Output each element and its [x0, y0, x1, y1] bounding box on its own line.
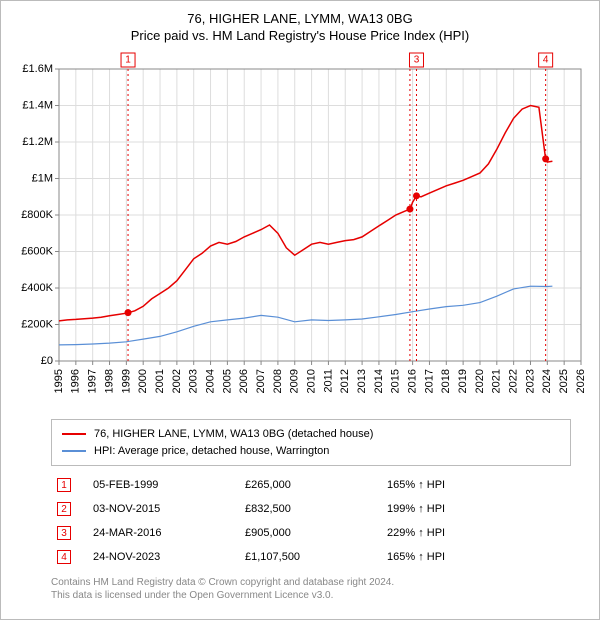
- svg-text:2023: 2023: [524, 369, 536, 393]
- svg-text:2001: 2001: [154, 369, 166, 393]
- svg-text:£1.4M: £1.4M: [22, 99, 53, 111]
- sale-pct: 165% ↑ HPI: [383, 474, 569, 496]
- svg-text:2025: 2025: [558, 369, 570, 393]
- sales-row-2: 2 03-NOV-2015£832,500199% ↑ HPI: [53, 498, 569, 520]
- svg-text:2007: 2007: [255, 369, 267, 393]
- svg-text:2019: 2019: [457, 369, 469, 393]
- svg-text:2012: 2012: [339, 369, 351, 393]
- footer-line-1: Contains HM Land Registry data © Crown c…: [51, 576, 571, 589]
- sale-price: £832,500: [241, 498, 381, 520]
- footer-note: Contains HM Land Registry data © Crown c…: [51, 576, 571, 602]
- sales-table: 105-FEB-1999£265,000165% ↑ HPI203-NOV-20…: [51, 472, 571, 570]
- svg-text:£1.6M: £1.6M: [22, 63, 53, 75]
- svg-text:£0: £0: [41, 355, 53, 367]
- svg-text:2009: 2009: [289, 369, 301, 393]
- svg-text:2018: 2018: [440, 369, 452, 393]
- sale-price: £905,000: [241, 522, 381, 544]
- svg-text:1998: 1998: [103, 369, 115, 393]
- chart-svg: £0 £200K £400K £600K £800K £1M £1.2M £1.4M £1.6M…: [11, 51, 589, 411]
- svg-text:2006: 2006: [238, 369, 250, 393]
- svg-text:1999: 1999: [120, 369, 132, 393]
- sale-idx-cell: 3: [53, 522, 87, 544]
- svg-text:2008: 2008: [272, 369, 284, 393]
- svg-text:2017: 2017: [423, 369, 435, 393]
- chart-title-sub: Price paid vs. HM Land Registry's House …: [11, 28, 589, 43]
- sale-dot-4: [542, 155, 549, 162]
- sale-marker-num-1: 1: [125, 55, 131, 66]
- svg-text:2002: 2002: [171, 369, 183, 393]
- legend-swatch: [62, 433, 86, 435]
- svg-text:2013: 2013: [356, 369, 368, 393]
- svg-text:£200K: £200K: [21, 318, 53, 330]
- legend-item-1: HPI: Average price, detached house, Warr…: [62, 443, 560, 460]
- sale-idx-box: 1: [57, 478, 71, 492]
- legend-item-0: 76, HIGHER LANE, LYMM, WA13 0BG (detache…: [62, 426, 560, 443]
- legend-swatch: [62, 450, 86, 452]
- svg-text:£1.2M: £1.2M: [22, 136, 53, 148]
- series-hpi: [59, 286, 552, 345]
- svg-text:2005: 2005: [221, 369, 233, 393]
- sale-idx-cell: 4: [53, 546, 87, 568]
- svg-text:2022: 2022: [508, 369, 520, 393]
- legend: 76, HIGHER LANE, LYMM, WA13 0BG (detache…: [51, 419, 571, 466]
- legend-label: 76, HIGHER LANE, LYMM, WA13 0BG (detache…: [94, 426, 373, 443]
- sale-dot-1: [125, 309, 132, 316]
- sale-idx-box: 4: [57, 550, 71, 564]
- sale-idx-box: 3: [57, 526, 71, 540]
- series-price_paid: [59, 106, 552, 321]
- sale-date: 24-MAR-2016: [89, 522, 239, 544]
- sale-marker-num-3: 3: [414, 55, 420, 66]
- chart-container: 76, HIGHER LANE, LYMM, WA13 0BG Price pa…: [0, 0, 600, 620]
- sale-marker-num-4: 4: [543, 55, 549, 66]
- svg-text:1995: 1995: [53, 369, 65, 393]
- svg-text:2014: 2014: [373, 369, 385, 393]
- svg-text:2026: 2026: [575, 369, 587, 393]
- sale-dot-3: [413, 192, 420, 199]
- legend-label: HPI: Average price, detached house, Warr…: [94, 443, 329, 460]
- sale-date: 24-NOV-2023: [89, 546, 239, 568]
- svg-text:2000: 2000: [137, 369, 149, 393]
- svg-text:2004: 2004: [204, 369, 216, 393]
- svg-text:2010: 2010: [305, 369, 317, 393]
- svg-text:£800K: £800K: [21, 209, 53, 221]
- svg-text:2016: 2016: [407, 369, 419, 393]
- sale-date: 03-NOV-2015: [89, 498, 239, 520]
- sales-row-1: 1 05-FEB-1999£265,000165% ↑ HPI: [53, 474, 569, 496]
- svg-text:2015: 2015: [390, 369, 402, 393]
- sale-idx-box: 2: [57, 502, 71, 516]
- svg-text:1996: 1996: [70, 369, 82, 393]
- chart-title-address: 76, HIGHER LANE, LYMM, WA13 0BG: [11, 11, 589, 26]
- svg-text:£600K: £600K: [21, 245, 53, 257]
- svg-text:£400K: £400K: [21, 282, 53, 294]
- chart-plot: £0 £200K £400K £600K £800K £1M £1.2M £1.4M £1.6M…: [11, 51, 589, 411]
- sale-price: £1,107,500: [241, 546, 381, 568]
- sale-price: £265,000: [241, 474, 381, 496]
- sale-pct: 199% ↑ HPI: [383, 498, 569, 520]
- sale-idx-cell: 2: [53, 498, 87, 520]
- sale-pct: 229% ↑ HPI: [383, 522, 569, 544]
- svg-text:2020: 2020: [474, 369, 486, 393]
- sale-date: 05-FEB-1999: [89, 474, 239, 496]
- svg-text:2024: 2024: [541, 369, 553, 393]
- sale-pct: 165% ↑ HPI: [383, 546, 569, 568]
- svg-text:2003: 2003: [188, 369, 200, 393]
- svg-text:1997: 1997: [87, 369, 99, 393]
- svg-text:2021: 2021: [491, 369, 503, 393]
- svg-text:£1M: £1M: [32, 172, 53, 184]
- sale-dot-2: [406, 206, 413, 213]
- svg-text:2011: 2011: [322, 369, 334, 393]
- footer-line-2: This data is licensed under the Open Gov…: [51, 589, 571, 602]
- sales-row-4: 4 24-NOV-2023£1,107,500165% ↑ HPI: [53, 546, 569, 568]
- sales-row-3: 3 24-MAR-2016£905,000229% ↑ HPI: [53, 522, 569, 544]
- sale-idx-cell: 1: [53, 474, 87, 496]
